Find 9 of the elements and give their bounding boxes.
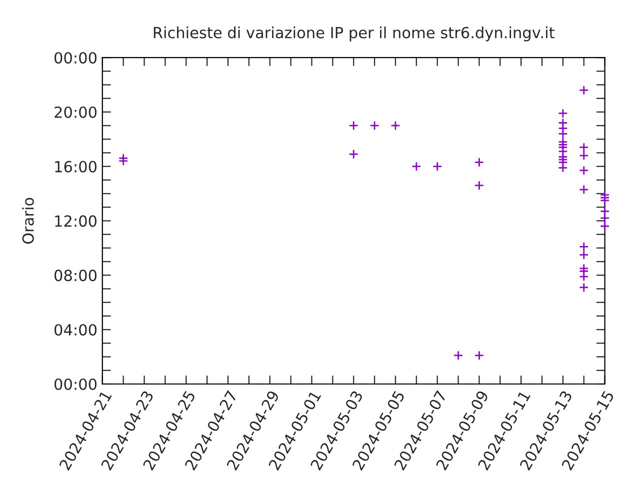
y-tick-label: 12:00 — [55, 215, 97, 227]
y-tick-label: 04:00 — [54, 324, 97, 336]
y-tick-label: 20:00 — [54, 106, 97, 118]
y-tick-label: 00:00 — [54, 52, 97, 64]
y-tick-label: 16:00 — [55, 160, 97, 172]
y-tick-label: 00:00 — [54, 378, 97, 390]
chart-title: Richieste di variazione IP per il nome str6.dyn.ingv.it — [154, 26, 554, 42]
y-tick-label: 08:00 — [54, 270, 97, 282]
y-axis-title: Orario — [22, 198, 34, 244]
